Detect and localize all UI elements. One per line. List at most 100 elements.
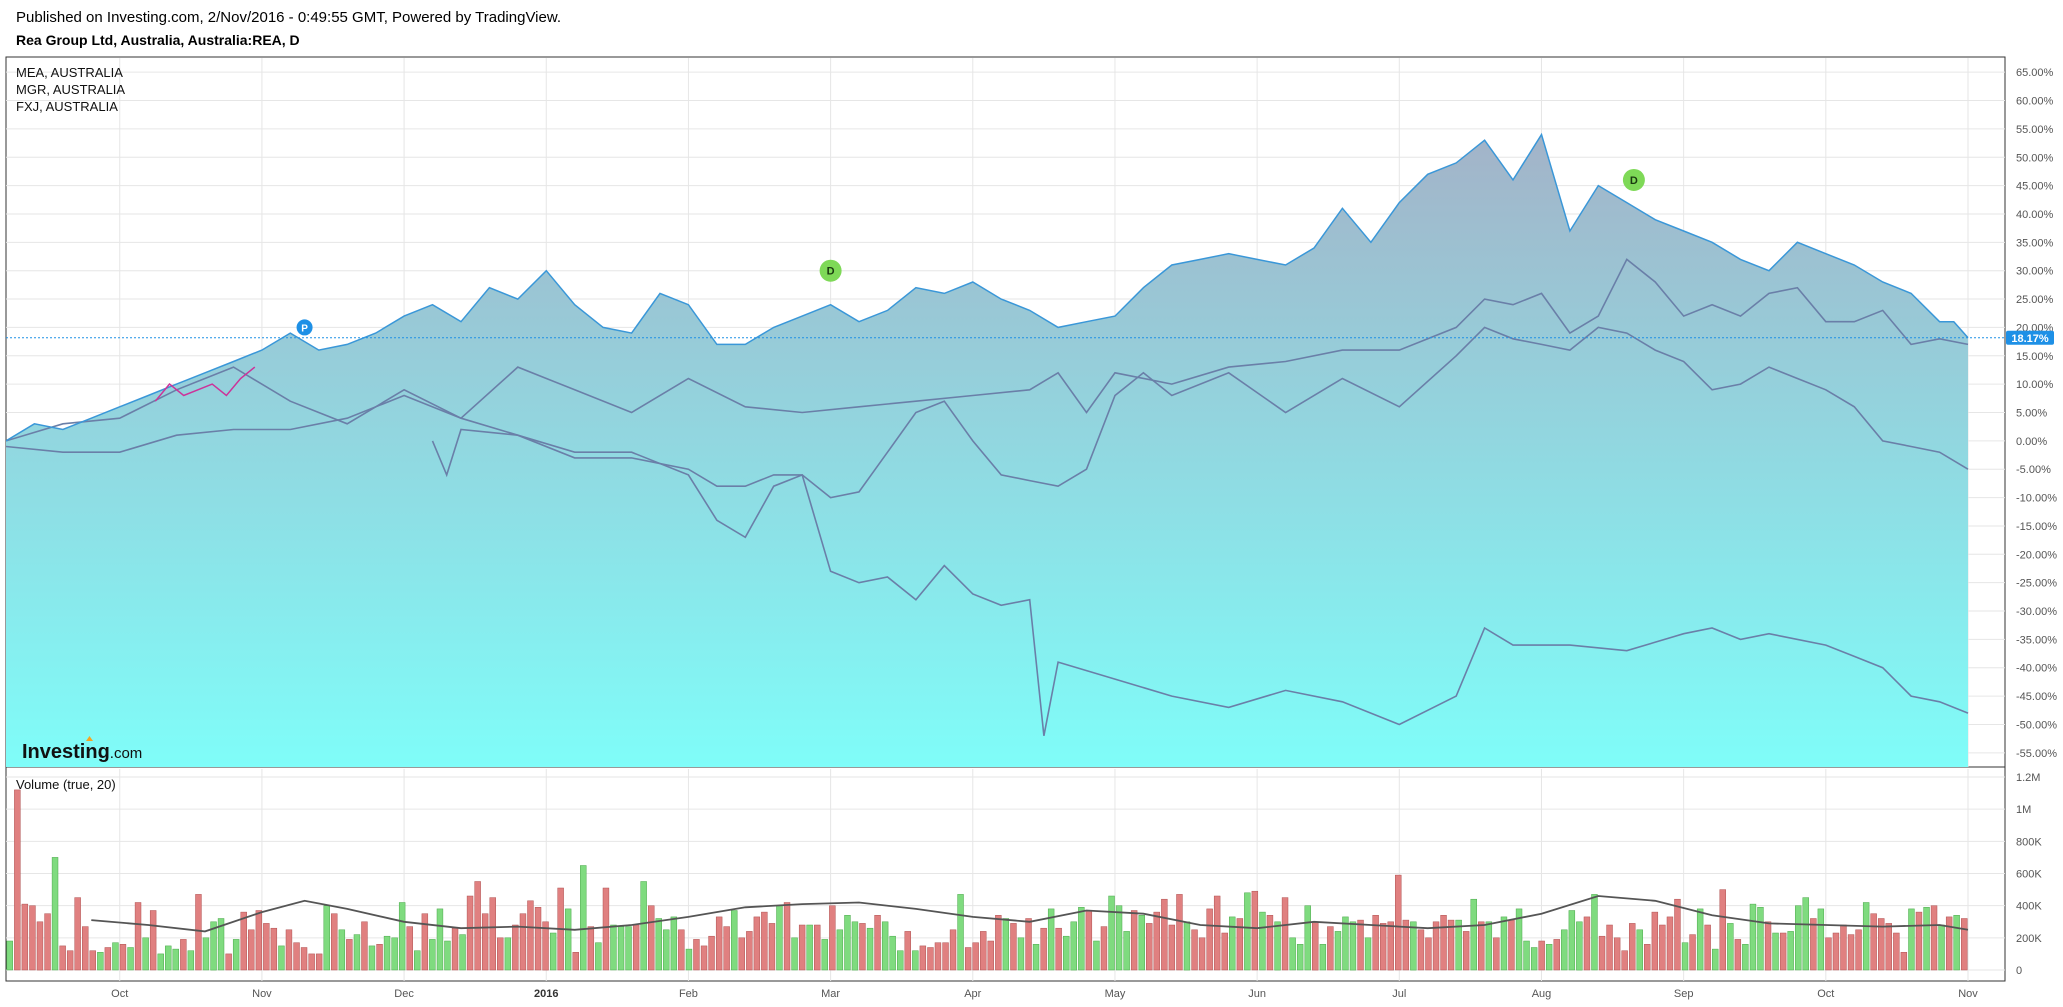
volume-title: Volume (true, 20) — [16, 777, 116, 792]
volume-bar — [1802, 897, 1809, 971]
volume-bar — [919, 945, 927, 971]
volume-bar — [1304, 905, 1311, 971]
volume-bar — [89, 950, 96, 971]
volume-bar — [1281, 897, 1289, 971]
time-axis-tick: Apr — [964, 988, 981, 1000]
volume-bar — [255, 910, 263, 971]
volume-bar — [1727, 923, 1734, 971]
volume-bar — [51, 857, 59, 971]
price-axis-tick: -10.00% — [2016, 493, 2057, 505]
volume-bar — [798, 924, 806, 971]
volume-bar — [1085, 910, 1093, 971]
comparison-line-mgr — [6, 326, 1969, 539]
volume-bar — [368, 945, 376, 971]
volume-bar — [187, 950, 195, 971]
volume-bar — [949, 929, 957, 971]
volume-bar — [1885, 923, 1892, 971]
volume-bar — [1508, 919, 1515, 971]
volume-bar — [119, 944, 127, 971]
volume-bar — [1312, 921, 1319, 971]
volume-bar — [1840, 924, 1847, 971]
volume-bar — [927, 947, 934, 971]
volume-bar — [1319, 944, 1327, 971]
price-axis-tick: 55.00% — [2016, 124, 2054, 136]
volume-bar — [602, 887, 610, 971]
volume-bar — [1229, 916, 1236, 971]
volume-bar — [1659, 924, 1666, 971]
volume-bar — [1123, 931, 1130, 971]
volume-bar — [972, 942, 979, 971]
volume-bar — [406, 926, 413, 971]
time-axis-tick: Mar — [821, 988, 840, 1000]
svg-text:Investing.com: Investing.com — [22, 741, 142, 763]
price-axis-tick: -50.00% — [2016, 719, 2057, 731]
volume-bar — [519, 913, 527, 971]
main-series-line — [6, 132, 1969, 442]
volume-bar — [610, 924, 617, 971]
svg-text:P: P — [301, 323, 308, 334]
volume-bar — [859, 923, 866, 971]
published-caption: Published on Investing.com, 2/Nov/2016 -… — [16, 9, 562, 26]
volume-bar — [1810, 918, 1817, 971]
time-axis-tick: May — [1105, 988, 1126, 1000]
time-axis-tick: Nov — [252, 988, 272, 1000]
volume-bar — [1568, 910, 1576, 971]
volume-bar — [957, 894, 964, 971]
main-area-fill — [6, 134, 1968, 767]
volume-axis-tick: 600K — [2016, 869, 2042, 881]
volume-bar — [1462, 931, 1470, 971]
investing-logo: Investing.com — [22, 736, 142, 763]
price-axis-tick: 10.00% — [2016, 379, 2054, 391]
volume-bar — [904, 931, 911, 971]
volume-bar — [1915, 911, 1923, 971]
volume-bar — [1772, 932, 1779, 971]
price-axis-tick: -35.00% — [2016, 634, 2057, 646]
volume-bar — [1334, 931, 1342, 971]
volume-bar — [1817, 908, 1825, 971]
legend-entry-fxj: FXJ, AUSTRALIA — [16, 99, 118, 114]
volume-bar — [768, 923, 776, 971]
volume-bar — [1364, 937, 1372, 971]
volume-bar — [1749, 903, 1757, 971]
volume-bar — [1078, 907, 1085, 971]
volume-bar — [1870, 913, 1877, 971]
volume-bar — [881, 921, 889, 971]
volume-bar — [632, 924, 640, 971]
volume-bar — [1576, 921, 1583, 971]
svg-text:D: D — [1630, 175, 1638, 187]
volume-bar — [1115, 905, 1123, 971]
volume-bar — [1153, 911, 1160, 971]
volume-bar — [1447, 919, 1455, 971]
volume-bar — [127, 947, 134, 971]
volume-bar — [451, 927, 459, 971]
volume-bar — [504, 937, 512, 971]
volume-bar — [1055, 927, 1062, 971]
volume-bar — [489, 897, 496, 971]
volume-bar — [210, 921, 217, 971]
volume-bar — [323, 905, 330, 971]
volume-bar — [1017, 937, 1025, 971]
volume-bar — [180, 939, 187, 971]
volume-bar — [1893, 932, 1900, 971]
volume-bar — [1100, 926, 1108, 971]
volume-bar — [549, 932, 557, 971]
volume-bar — [285, 929, 293, 971]
volume-bar — [240, 911, 247, 971]
volume-bar — [376, 944, 383, 971]
volume-bar — [112, 942, 119, 971]
volume-bar — [776, 905, 783, 971]
volume-bar — [625, 926, 632, 971]
volume-axis-tick: 1M — [2016, 804, 2031, 816]
volume-bar — [331, 913, 338, 971]
volume-bar — [836, 929, 844, 971]
volume-bar — [157, 953, 164, 971]
volume-bar — [1485, 921, 1493, 971]
volume-bar — [293, 942, 300, 971]
volume-bar — [844, 915, 851, 971]
volume-bar — [685, 948, 693, 971]
volume-bar — [459, 934, 466, 971]
volume-bar — [1417, 929, 1425, 971]
price-axis-tick: 5.00% — [2016, 408, 2047, 420]
volume-bar — [391, 937, 398, 971]
